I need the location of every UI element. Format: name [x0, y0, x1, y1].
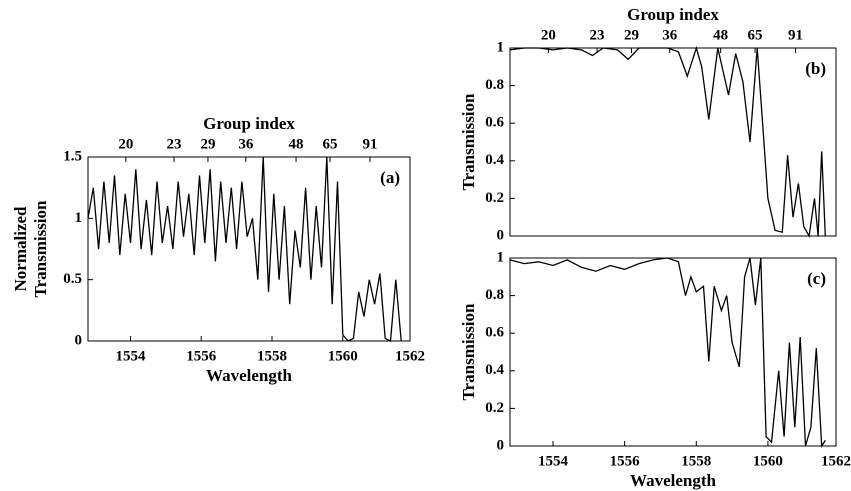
- plot-frame: [509, 47, 837, 237]
- x2-tick-label: 36: [662, 27, 678, 43]
- x2-axis-title: Group index: [203, 114, 295, 133]
- y-tick-label: 1: [75, 210, 83, 226]
- y-tick-label: 0.5: [63, 271, 82, 287]
- y-tick-label: 1.5: [63, 148, 82, 164]
- y-axis-title: Normalized: [11, 206, 30, 292]
- x2-tick-label: 20: [541, 27, 556, 43]
- plot-frame: [509, 257, 837, 447]
- y-tick-label: 0.4: [485, 152, 504, 168]
- plot-frame: [87, 156, 411, 342]
- y-tick-label: 0.8: [485, 77, 504, 93]
- x2-tick-label: 29: [624, 27, 639, 43]
- y-tick-label: 1: [497, 249, 505, 265]
- x2-axis-title: Group index: [627, 5, 719, 24]
- x-tick-label: 1554: [538, 453, 569, 469]
- x2-tick-label: 29: [200, 136, 215, 152]
- y-tick-label: 0: [75, 332, 83, 348]
- y-tick-label: 0.2: [485, 400, 504, 416]
- x-tick-label: 1554: [115, 348, 146, 364]
- x-tick-label: 1558: [681, 453, 711, 469]
- x2-tick-label: 23: [590, 27, 605, 43]
- panel-label: (c): [807, 269, 826, 288]
- y-tick-label: 0.4: [485, 362, 504, 378]
- x-tick-label: 1556: [186, 348, 217, 364]
- x-tick-label: 1558: [257, 348, 287, 364]
- y-tick-label: 0.8: [485, 287, 504, 303]
- panel-label: (a): [380, 168, 400, 187]
- x-tick-label: 1562: [395, 348, 425, 364]
- x-axis-title: Wavelength: [206, 366, 292, 385]
- y-tick-label: 1: [497, 39, 505, 55]
- data-line: [509, 257, 826, 449]
- x2-tick-label: 48: [713, 27, 728, 43]
- y-tick-label: 0: [497, 437, 505, 453]
- x-tick-label: 1562: [821, 453, 851, 469]
- x2-tick-label: 91: [363, 136, 378, 152]
- x2-tick-label: 23: [166, 136, 181, 152]
- y-tick-label: 0.6: [485, 115, 504, 131]
- x-tick-label: 1560: [328, 348, 358, 364]
- x-axis-title: Wavelength: [630, 471, 716, 490]
- y-tick-label: 0.2: [485, 190, 504, 206]
- x2-tick-label: 65: [748, 27, 763, 43]
- y-tick-label: 0.6: [485, 325, 504, 341]
- y-axis-title: Transmission: [459, 93, 478, 191]
- x2-tick-label: 65: [323, 136, 338, 152]
- y-axis-title: Transmission: [459, 303, 478, 401]
- x2-tick-label: 91: [788, 27, 803, 43]
- x2-tick-label: 20: [118, 136, 133, 152]
- data-line: [509, 45, 826, 238]
- panel-label: (b): [805, 59, 826, 78]
- x2-tick-label: 48: [289, 136, 304, 152]
- y-tick-label: 0: [497, 227, 505, 243]
- data-line: [87, 156, 402, 342]
- x2-tick-label: 36: [238, 136, 254, 152]
- x-tick-label: 1560: [753, 453, 783, 469]
- y-axis-title: Transmission: [31, 200, 50, 298]
- x-tick-label: 1556: [610, 453, 641, 469]
